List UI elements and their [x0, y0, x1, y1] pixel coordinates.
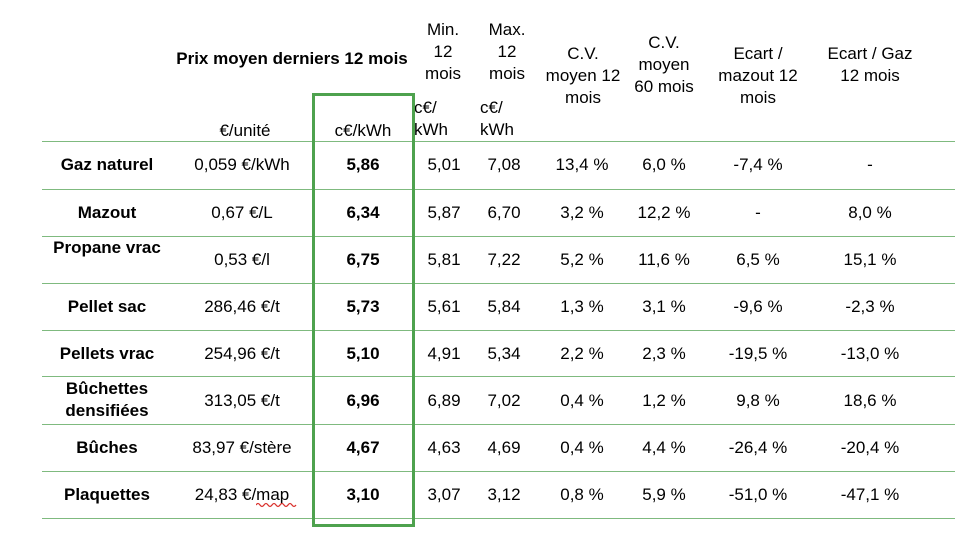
row-cv12: 3,2 %	[560, 203, 604, 222]
row-cv60: 5,9 %	[642, 485, 686, 504]
row-max: 7,08	[487, 155, 521, 174]
row-ecart-gaz: 18,6 %	[843, 391, 897, 410]
row-ckwh: 4,67	[346, 438, 380, 457]
row-ecart-mazout: -	[755, 203, 761, 222]
row-cv60: 1,2 %	[642, 391, 686, 410]
row-min: 3,07	[427, 485, 461, 504]
row-ckwh: 5,73	[346, 297, 380, 316]
row-divider	[42, 424, 955, 425]
row-cv60: 6,0 %	[642, 155, 686, 174]
row-divider	[42, 141, 955, 142]
row-min: 5,01	[427, 155, 461, 174]
row-cv60: 4,4 %	[642, 438, 686, 457]
row-max: 7,22	[487, 250, 521, 269]
row-cv60: 3,1 %	[642, 297, 686, 316]
row-max: 5,34	[487, 344, 521, 363]
row-min: 6,89	[427, 391, 461, 410]
row-ecart-mazout: -7,4 %	[733, 155, 783, 174]
row-price: 286,46 €/t	[204, 297, 280, 316]
row-divider	[42, 471, 955, 472]
row-min: 4,91	[427, 344, 461, 363]
row-cv60: 12,2 %	[637, 203, 691, 222]
header-cv60: C.V. moyen 60 mois	[634, 33, 694, 96]
row-ckwh: 6,34	[346, 203, 380, 222]
row-min: 5,87	[427, 203, 461, 222]
row-ckwh: 6,75	[346, 250, 380, 269]
row-cv60: 2,3 %	[642, 344, 686, 363]
header-prix-moyen: Prix moyen derniers 12 mois	[176, 49, 408, 68]
row-ecart-gaz: -13,0 %	[840, 344, 900, 363]
row-max: 7,02	[487, 391, 521, 410]
row-ckwh: 3,10	[346, 485, 380, 504]
header-unit-euro: €/unité	[219, 121, 271, 140]
row-price: 0,059 €/kWh	[194, 155, 290, 174]
row-ckwh: 5,86	[346, 155, 380, 174]
row-cv12: 1,3 %	[560, 297, 604, 316]
row-cv12: 0,4 %	[560, 391, 604, 410]
row-ecart-mazout: -51,0 %	[728, 485, 788, 504]
row-cv12: 13,4 %	[555, 155, 609, 174]
spellcheck-underline	[256, 502, 297, 508]
row-divider	[42, 518, 955, 519]
row-max: 6,70	[487, 203, 521, 222]
header-unit-ckwh: c€/kWh	[334, 121, 392, 140]
row-ecart-gaz: -2,3 %	[845, 297, 895, 316]
row-price: 24,83 €/map	[194, 485, 290, 504]
header-ecart-gaz: Ecart / Gaz 12 mois	[827, 44, 913, 85]
row-divider	[42, 283, 955, 284]
row-price: 0,53 €/l	[214, 250, 270, 269]
row-ckwh: 5,10	[346, 344, 380, 363]
row-min: 4,63	[427, 438, 461, 457]
row-max: 4,69	[487, 438, 521, 457]
row-ecart-mazout: 9,8 %	[736, 391, 780, 410]
row-ecart-mazout: -26,4 %	[728, 438, 788, 457]
row-ecart-gaz: -20,4 %	[840, 438, 900, 457]
row-name: Propane vrac	[53, 238, 161, 257]
row-max: 3,12	[487, 485, 521, 504]
header-cv12: C.V. moyen 12 mois	[545, 44, 621, 107]
row-ecart-mazout: 6,5 %	[736, 250, 780, 269]
header-ecart-mazout: Ecart / mazout 12 mois	[718, 44, 798, 107]
row-ecart-mazout: -9,6 %	[733, 297, 783, 316]
highlight-ckwh-column	[312, 93, 415, 527]
row-min: 5,81	[427, 250, 461, 269]
row-name: Bûches	[76, 438, 138, 457]
row-cv12: 0,8 %	[560, 485, 604, 504]
row-name: Gaz naturel	[60, 155, 154, 174]
header-max-unit: c€/ kWh	[480, 98, 514, 139]
row-price: 313,05 €/t	[204, 391, 280, 410]
row-price: 254,96 €/t	[204, 344, 280, 363]
row-name: Pellets vrac	[59, 344, 155, 363]
row-ecart-gaz: -47,1 %	[840, 485, 900, 504]
row-name: Pellet sac	[67, 297, 147, 316]
row-divider	[42, 189, 955, 190]
row-divider	[42, 330, 955, 331]
header-max: Max. 12 mois	[488, 20, 526, 83]
row-cv60: 11,6 %	[638, 250, 690, 269]
row-price: 83,97 €/stère	[192, 438, 292, 457]
row-cv12: 0,4 %	[560, 438, 604, 457]
header-min: Min. 12 mois	[425, 20, 461, 83]
row-min: 5,61	[427, 297, 461, 316]
row-divider	[42, 236, 955, 237]
row-ecart-gaz: -	[867, 155, 873, 174]
header-min-unit: c€/ kWh	[414, 98, 448, 139]
row-ecart-gaz: 15,1 %	[843, 250, 897, 269]
row-cv12: 2,2 %	[560, 344, 604, 363]
row-divider	[42, 376, 955, 377]
row-max: 5,84	[487, 297, 521, 316]
row-name: Plaquettes	[64, 485, 150, 504]
row-name: Mazout	[77, 203, 137, 222]
row-cv12: 5,2 %	[560, 250, 604, 269]
row-price: 0,67 €/L	[211, 203, 273, 222]
row-ecart-mazout: -19,5 %	[728, 344, 788, 363]
row-ecart-gaz: 8,0 %	[848, 203, 892, 222]
row-name: Bûchettes densifiées	[65, 379, 149, 420]
row-ckwh: 6,96	[346, 391, 380, 410]
